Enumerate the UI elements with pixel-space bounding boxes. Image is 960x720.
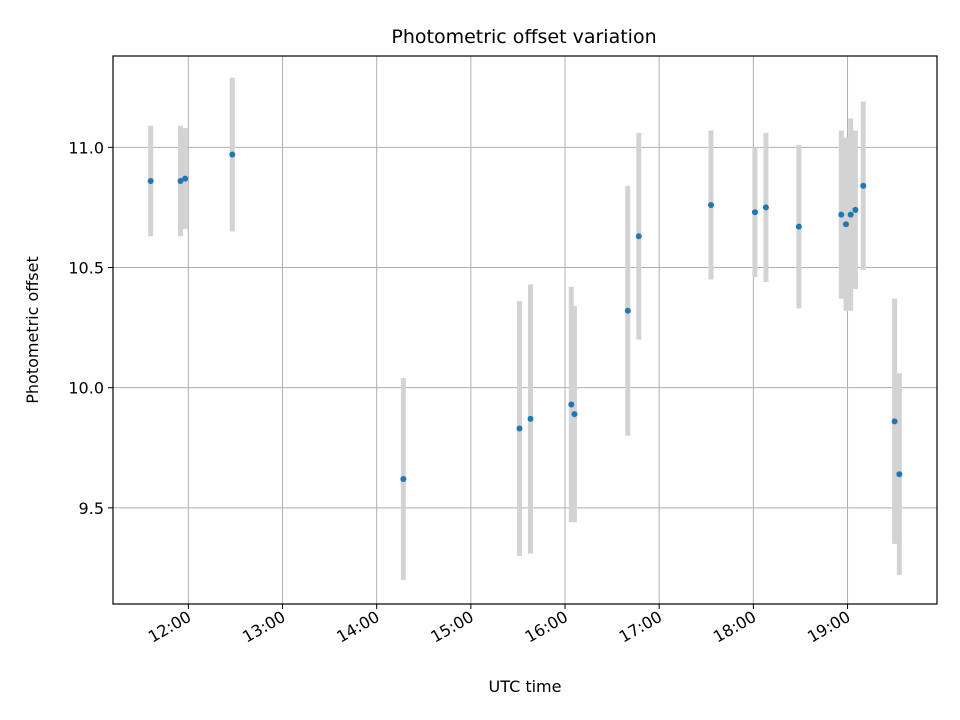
data-point [147,177,154,184]
data-point [571,411,578,418]
data-points [147,151,903,483]
data-point [229,151,236,158]
data-point [751,209,758,216]
y-axis: 9.5 10.0 10.5 11.0 [68,138,113,518]
data-point [182,175,189,182]
data-point [568,401,575,408]
x-axis-title: UTC time [489,677,562,696]
grid [113,56,937,604]
y-tick-label: 10.5 [68,259,104,278]
chart-title: Photometric offset variation [391,26,656,48]
data-point [177,177,184,184]
data-point [852,206,859,213]
plot-frame [112,55,938,605]
y-axis-title: Photometric offset [23,256,42,404]
data-point [400,476,407,483]
y-tick-label: 11.0 [68,138,104,157]
data-point [527,415,534,422]
data-point [842,221,849,228]
data-point [896,471,903,478]
data-point [516,425,523,432]
data-point [795,223,802,230]
data-point [860,182,867,189]
y-tick-label: 10.0 [68,379,104,398]
data-point [635,233,642,240]
data-point [707,202,714,209]
data-point [838,211,845,218]
data-point [762,204,769,211]
y-tick-label: 9.5 [79,499,104,518]
data-point [891,418,898,425]
data-point [624,307,631,314]
data-point [847,211,854,218]
